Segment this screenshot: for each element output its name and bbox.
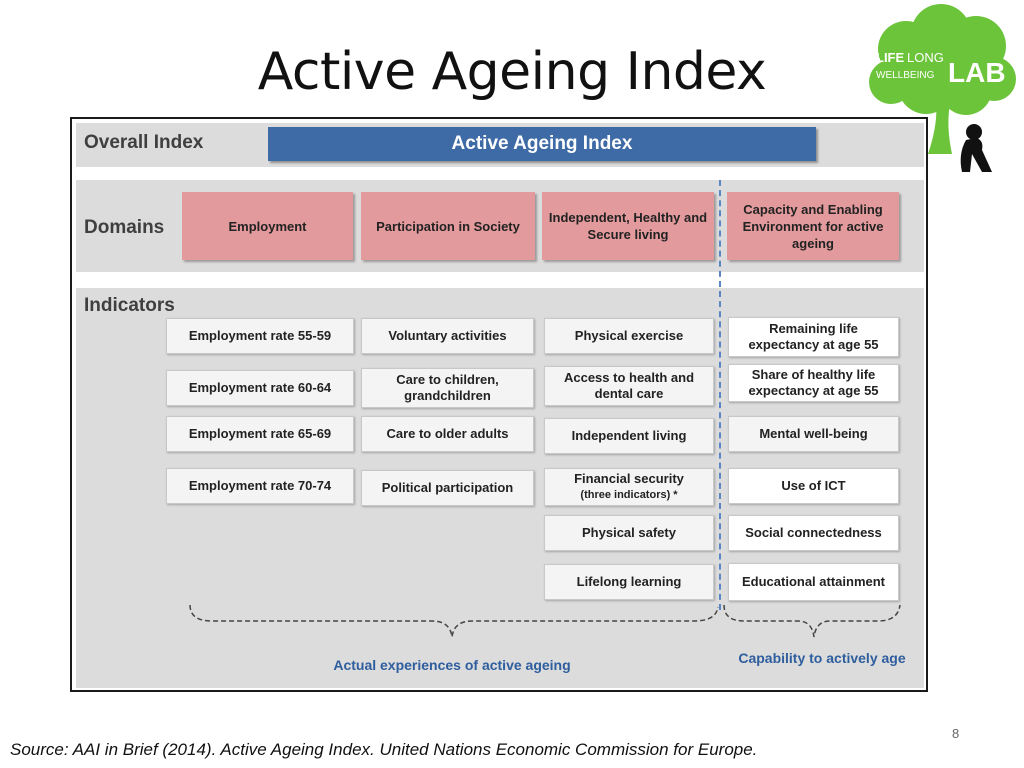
- indicator-box: Physical exercise: [544, 318, 714, 354]
- active-ageing-index-diagram: Overall Index Active Ageing Index Domain…: [70, 117, 928, 692]
- indicator-box: Mental well-being: [728, 416, 899, 452]
- indicator-box: Social connectedness: [728, 515, 899, 551]
- domain-capacity: Capacity and Enabling Environment for ac…: [727, 192, 899, 260]
- indicator-box: Share of healthy life expectancy at age …: [728, 364, 899, 402]
- indicator-box: Employment rate 60-64: [166, 370, 354, 406]
- indicator-box: Employment rate 65-69: [166, 416, 354, 452]
- svg-text:WELLBEING: WELLBEING: [876, 70, 935, 81]
- source-citation: Source: AAI in Brief (2014). Active Agei…: [10, 740, 758, 759]
- indicator-note: (three indicators) *: [580, 489, 678, 501]
- svg-text:LAB: LAB: [948, 57, 1006, 88]
- active-ageing-index-bar: Active Ageing Index: [268, 127, 816, 161]
- domain-participation: Participation in Society: [361, 192, 535, 260]
- indicator-box: Educational attainment: [728, 563, 899, 601]
- domain-independent-living: Independent, Healthy and Secure living: [542, 192, 714, 260]
- indicator-box: Employment rate 70-74: [166, 468, 354, 504]
- svg-text:LIFE: LIFE: [876, 50, 904, 65]
- indicator-box: Employment rate 55-59: [166, 318, 354, 354]
- indicator-box: Use of ICT: [728, 468, 899, 504]
- indicator-box: Voluntary activities: [361, 318, 534, 354]
- indicator-box: Physical safety: [544, 515, 714, 551]
- indicator-box: Care to children, grandchildren: [361, 368, 534, 408]
- svg-text:LONG: LONG: [907, 50, 944, 65]
- indicator-box: Independent living: [544, 418, 714, 454]
- domains-label: Domains: [84, 217, 165, 238]
- page-number: 8: [952, 726, 960, 741]
- indicator-box: Political participation: [361, 470, 534, 506]
- grouping-braces: [189, 604, 901, 638]
- indicator-box: Lifelong learning: [544, 564, 714, 600]
- lifelong-wellbeing-lab-logo: LIFE LONG WELLBEING LAB: [869, 4, 1016, 172]
- page-title: Active Ageing Index: [257, 42, 767, 102]
- indicators-label: Indicators: [84, 295, 175, 316]
- dashed-divider: [719, 180, 721, 610]
- indicator-label: Financial security: [574, 471, 684, 486]
- indicator-box: Remaining life expectancy at age 55: [728, 317, 899, 357]
- overall-index-label: Overall Index: [84, 132, 204, 153]
- caption-actual-experiences: Actual experiences of active ageing: [333, 657, 571, 673]
- indicator-box: Access to health and dental care: [544, 366, 714, 406]
- indicator-box: Care to older adults: [361, 416, 534, 452]
- indicator-box-financial-security: Financial security (three indicators) *: [544, 468, 714, 506]
- caption-capability: Capability to actively age: [738, 650, 906, 666]
- domain-employment: Employment: [182, 192, 353, 260]
